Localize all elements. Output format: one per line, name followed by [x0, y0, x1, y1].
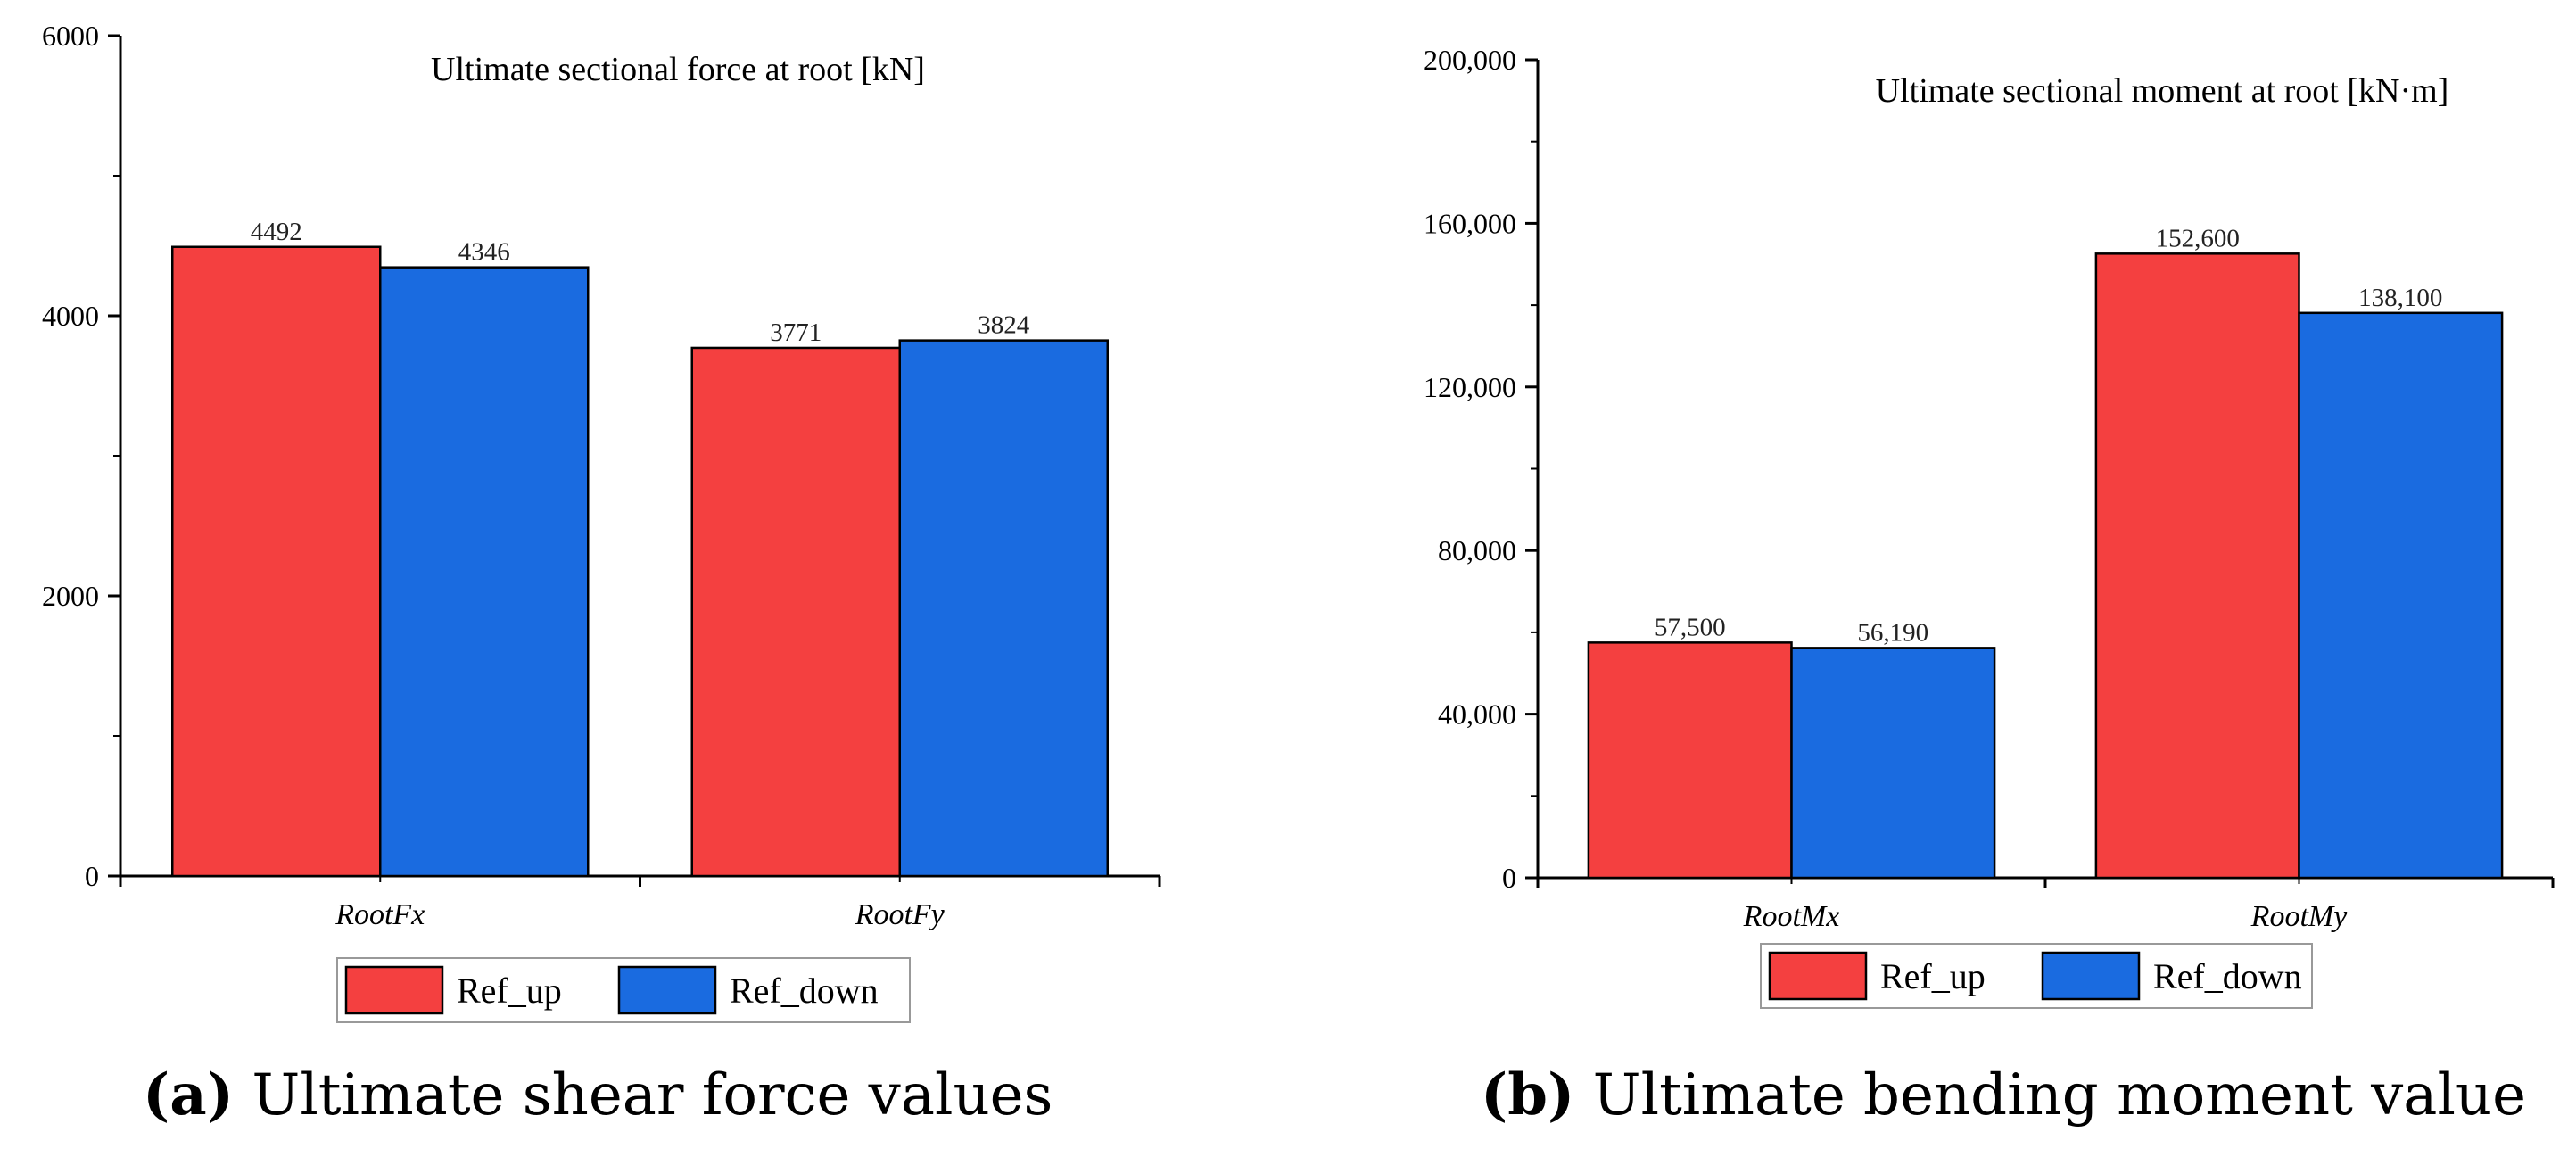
data-label: 3824	[978, 311, 1030, 340]
legend-swatch-ref-up	[1768, 951, 1868, 1001]
y-tick-label: 40,000	[1438, 698, 1516, 731]
data-label: 3771	[770, 318, 822, 347]
data-label: 57,500	[1655, 613, 1726, 641]
bar-ref-up-rootmx	[1587, 641, 1793, 880]
legend-label: Ref_up	[457, 971, 562, 1011]
chart-title: Ultimate sectional moment at root [kN·m]	[1876, 72, 2449, 110]
legend-label: Ref_down	[730, 971, 879, 1011]
bar-ref-down-rootmx	[1790, 647, 1996, 880]
data-label: 4346	[458, 238, 510, 267]
y-tick-label: 2000	[42, 580, 99, 612]
caption-b-label: (b)	[1481, 1062, 1575, 1128]
legend: Ref_up Ref_down	[336, 957, 911, 1023]
caption-b-text: Ultimate bending moment value	[1592, 1062, 2526, 1128]
y-tick-label: 80,000	[1438, 534, 1516, 566]
y-tick-label: 120,000	[1424, 371, 1516, 403]
y-tick-label: 0	[85, 860, 99, 892]
legend-swatch-ref-down	[617, 965, 717, 1015]
y-tick-label: 160,000	[1424, 207, 1516, 239]
caption-a: (a) Ultimate shear force values	[143, 1062, 1053, 1128]
caption-a-text: Ultimate shear force values	[252, 1062, 1053, 1128]
category-label: RootMy	[2250, 900, 2349, 933]
bar-ref-up-rootfx	[171, 245, 382, 878]
chart-title: Ultimate sectional force at root [kN]	[431, 51, 925, 88]
bar-ref-down-rootfy	[898, 339, 1109, 878]
y-tick-label: 0	[1502, 862, 1516, 894]
bar-ref-down-rootfx	[379, 266, 590, 878]
caption-a-label: (a)	[143, 1062, 235, 1128]
y-tick-label: 6000	[42, 20, 99, 52]
legend-swatch-ref-up	[344, 965, 444, 1015]
category-label: RootMx	[1743, 900, 1840, 933]
data-label: 138,100	[2358, 284, 2442, 312]
bar-ref-up-rootfy	[690, 346, 901, 878]
legend-label: Ref_up	[1880, 956, 1986, 996]
shear-force-chart: 0 2000 4000 6000 4492 4346 RootFx 3771 3824 RootF…	[42, 20, 1161, 1023]
y-tick-label: 200,000	[1424, 44, 1516, 76]
y-tick-label: 4000	[42, 300, 99, 332]
category-label: RootFx	[334, 898, 425, 931]
data-label: 152,600	[2156, 224, 2240, 252]
caption-b: (b) Ultimate bending moment value	[1481, 1062, 2526, 1128]
data-label: 56,190	[1857, 618, 1928, 647]
legend-swatch-ref-down	[2041, 951, 2141, 1001]
bar-ref-up-rootmy	[2094, 252, 2300, 880]
legend: Ref_up Ref_down	[1760, 943, 2313, 1009]
bar-ref-down-rootmy	[2298, 311, 2504, 880]
legend-label: Ref_down	[2153, 956, 2302, 996]
bending-moment-chart: 0 40,000 80,000 120,000 160,000 200,000 57,500…	[1424, 44, 2555, 1009]
data-label: 4492	[251, 218, 302, 246]
category-label: RootFy	[855, 898, 945, 931]
